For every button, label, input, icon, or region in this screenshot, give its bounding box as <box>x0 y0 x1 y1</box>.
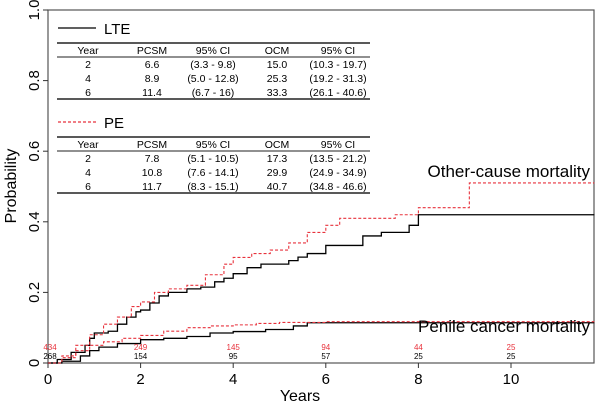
y-tick-label: 0.6 <box>26 141 43 162</box>
table-cell: 29.9 <box>267 167 288 179</box>
table-header: OCM <box>265 45 290 57</box>
table-cell: (19.2 - 31.3) <box>309 73 366 85</box>
at-risk-lte: 25 <box>414 352 423 361</box>
table-header: PCSM <box>137 45 167 57</box>
table-cell: 40.7 <box>267 181 288 193</box>
y-axis-label: Probability <box>3 149 20 224</box>
at-risk-pe: 434 <box>43 343 57 352</box>
at-risk-pe: 44 <box>414 343 423 352</box>
table-cell: 15.0 <box>267 59 288 71</box>
curve-pe-pcsm <box>48 321 595 364</box>
table-cell: (34.8 - 46.6) <box>309 181 366 193</box>
table-cell: 17.3 <box>267 153 288 165</box>
table-cell: 8.9 <box>145 73 160 85</box>
at-risk-lte: 268 <box>43 352 57 361</box>
at-risk-lte: 154 <box>134 352 148 361</box>
x-axis-label: Years <box>280 388 320 405</box>
table-cell: (3.3 - 9.8) <box>190 59 236 71</box>
at-risk-lte: 57 <box>321 352 330 361</box>
table-cell: 4 <box>85 73 91 85</box>
table-cell: 6 <box>85 181 91 193</box>
y-tick-label: 0.4 <box>26 211 43 232</box>
x-tick-label: 2 <box>136 371 144 388</box>
x-tick-label: 4 <box>229 371 237 388</box>
x-tick-label: 8 <box>414 371 422 388</box>
table-cell: 6.6 <box>145 59 160 71</box>
y-tick-label: 1.0 <box>26 0 43 20</box>
table-cell: 6 <box>85 87 91 99</box>
table-cell: 2 <box>85 59 91 71</box>
table-cell: 33.3 <box>267 87 288 99</box>
table-cell: 25.3 <box>267 73 288 85</box>
curve-lte-ocm <box>48 214 595 364</box>
at-risk-pe: 249 <box>134 343 148 352</box>
plot-frame <box>47 9 595 364</box>
table-cell: (5.0 - 12.8) <box>187 73 238 85</box>
legend-table-lte: LTE Year PCSM 95% CI OCM 95% CI 2 6.6 (3.3 - 9.8… <box>57 21 370 100</box>
table-cell: 4 <box>85 167 91 179</box>
table-header: PCSM <box>137 139 167 151</box>
at-risk-pe: 25 <box>507 343 516 352</box>
table-header: 95% CI <box>321 45 355 57</box>
table-cell: (10.3 - 19.7) <box>309 59 366 71</box>
curve-lte-pcsm <box>48 322 595 364</box>
legend-label: PE <box>104 115 124 132</box>
table-cell: 2 <box>85 153 91 165</box>
table-cell: 7.8 <box>145 153 160 165</box>
table-cell: 11.4 <box>142 87 162 99</box>
table-header: 95% CI <box>196 139 230 151</box>
table-cell: (26.1 - 40.6) <box>309 87 366 99</box>
legend-table-pe: PE Year PCSM 95% CI OCM 95% CI 2 7.8 (5.1 - 10.5… <box>57 115 370 194</box>
table-cell: (7.6 - 14.1) <box>187 167 238 179</box>
x-tick-label: 0 <box>44 371 52 388</box>
at-risk-pe: 94 <box>321 343 330 352</box>
table-cell: 11.7 <box>142 181 162 193</box>
annotation-ocm: Other-cause mortality <box>428 162 591 181</box>
table-cell: (6.7 - 16) <box>192 87 235 99</box>
annotation-pcsm: Penile cancer mortality <box>418 317 590 336</box>
table-cell: (24.9 - 34.9) <box>309 167 366 179</box>
at-risk-lte: 25 <box>507 352 516 361</box>
table-header: 95% CI <box>196 45 230 57</box>
table-header: Year <box>77 139 99 151</box>
x-tick-label: 6 <box>322 371 330 388</box>
y-tick-label: 0.8 <box>26 70 43 91</box>
at-risk-lte: 95 <box>229 352 238 361</box>
y-tick-label: 0 <box>26 359 43 367</box>
table-cell: (5.1 - 10.5) <box>187 153 238 165</box>
table-cell: 10.8 <box>142 167 163 179</box>
x-tick-label: 10 <box>503 371 520 388</box>
table-header: 95% CI <box>321 139 355 151</box>
at-risk-pe: 145 <box>227 343 241 352</box>
table-header: Year <box>77 45 99 57</box>
curve-pe-ocm <box>48 182 595 364</box>
table-cell: (13.5 - 21.2) <box>309 153 366 165</box>
y-tick-label: 0.2 <box>26 282 43 303</box>
table-header: OCM <box>265 139 290 151</box>
legend-label: LTE <box>104 21 130 38</box>
table-cell: (8.3 - 15.1) <box>187 181 238 193</box>
